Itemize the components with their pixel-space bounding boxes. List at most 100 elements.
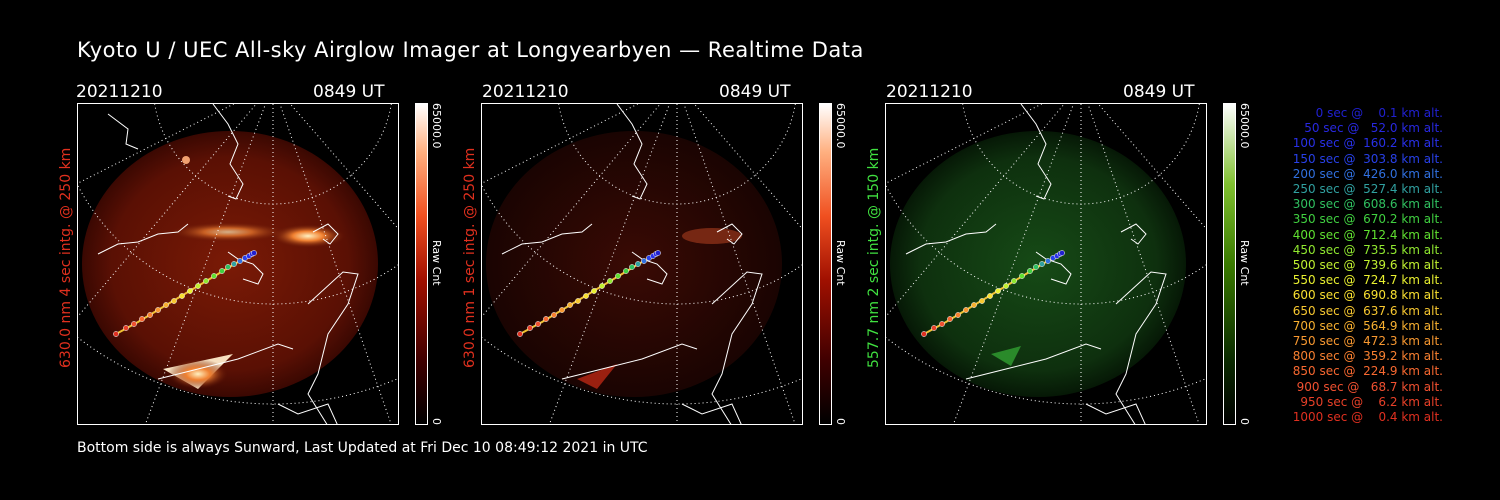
legend-item: 700 sec @ 564.9 km alt.: [1288, 318, 1443, 333]
trajectory-point: [1003, 283, 1009, 289]
trajectory: [113, 250, 257, 337]
legend-item: 1000 sec @ 0.4 km alt.: [1292, 410, 1443, 425]
panel-2-time: 0849 UT: [719, 82, 791, 102]
trajectory: [517, 250, 661, 337]
trajectory-point: [517, 331, 523, 337]
legend-item: 0 sec @ 0.1 km alt.: [1304, 106, 1443, 120]
trajectory-point: [939, 321, 945, 327]
trajectory-point: [583, 293, 589, 299]
panel-2-colorbar-unit: Raw Cnt: [834, 240, 847, 286]
panel-3-airglow-image: [885, 103, 1207, 425]
legend-item: 650 sec @ 637.6 km alt.: [1288, 303, 1443, 318]
trajectory-point: [195, 283, 201, 289]
panel-1-side-label: 630.0 nm 4 sec intg. @ 250 km: [58, 147, 74, 368]
trajectory-point: [123, 325, 129, 331]
trajectory-point: [113, 331, 119, 337]
trajectory-point: [931, 325, 937, 331]
trajectory-point: [237, 258, 243, 264]
trajectory-point: [599, 283, 605, 289]
panel-1-date: 20211210: [76, 82, 163, 102]
trajectory-point: [995, 288, 1001, 294]
trajectory-point: [955, 312, 961, 318]
trajectory-point: [615, 273, 621, 279]
panel-3-date: 20211210: [886, 82, 973, 102]
panel-1-map: [78, 104, 398, 424]
trajectory-point: [551, 312, 557, 318]
panel-3-colorbar-min: 0: [1238, 418, 1251, 425]
trajectory-point: [971, 302, 977, 308]
trajectory-point: [147, 312, 153, 318]
legend-item: 100 sec @ 160.2 km alt.: [1288, 136, 1443, 151]
trajectory-point: [1059, 250, 1065, 256]
trajectory-legend: 0 sec @ 0.1 km alt. 50 sec @ 52.0 km alt…: [1258, 106, 1443, 425]
trajectory-point: [527, 325, 533, 331]
legend-item: 850 sec @ 224.9 km alt.: [1288, 364, 1443, 379]
trajectory-point: [1027, 268, 1033, 274]
legend-item: 350 sec @ 670.2 km alt.: [1288, 212, 1443, 227]
panel-1-colorbar-max: 65000.0: [430, 103, 443, 149]
panel-2-map: [482, 104, 802, 424]
panel-1-airglow-image: [77, 103, 399, 425]
legend-item: 800 sec @ 359.2 km alt.: [1288, 349, 1443, 364]
legend-item: 950 sec @ 6.2 km alt.: [1296, 394, 1443, 409]
trajectory-point: [1033, 264, 1039, 270]
trajectory-point: [635, 261, 641, 267]
panel-2-date: 20211210: [482, 82, 569, 102]
trajectory-point: [559, 307, 565, 313]
trajectory-point: [1045, 258, 1051, 264]
trajectory-point: [1011, 278, 1017, 284]
panel-1-colorbar-min: 0: [430, 418, 443, 425]
trajectory-point: [171, 298, 177, 304]
trajectory-point: [947, 316, 953, 322]
trajectory-point: [155, 307, 161, 313]
trajectory-point: [963, 307, 969, 313]
panel-3-side-label: 557.7 nm 2 sec intg. @ 150 km: [866, 147, 882, 368]
trajectory-point: [187, 288, 193, 294]
panel-2-colorbar-min: 0: [834, 418, 847, 425]
legend-item: 150 sec @ 303.8 km alt.: [1288, 151, 1443, 166]
legend-item: 900 sec @ 68.7 km alt.: [1292, 379, 1443, 394]
legend-item: 400 sec @ 712.4 km alt.: [1288, 227, 1443, 242]
panel-2-airglow-image: [481, 103, 803, 425]
panel-3-time: 0849 UT: [1123, 82, 1195, 102]
trajectory-point: [139, 316, 145, 322]
trajectory: [921, 250, 1065, 337]
legend-item: 250 sec @ 527.4 km alt.: [1288, 182, 1443, 197]
trajectory-point: [1019, 273, 1025, 279]
legend-item: 200 sec @ 426.0 km alt.: [1288, 166, 1443, 181]
panel-2-colorbar-max: 65000.0: [834, 103, 847, 149]
trajectory-point: [219, 268, 225, 274]
trajectory-point: [163, 302, 169, 308]
trajectory-point: [203, 278, 209, 284]
legend-item: 500 sec @ 739.6 km alt.: [1288, 258, 1443, 273]
trajectory-point: [591, 288, 597, 294]
trajectory-point: [1039, 261, 1045, 267]
panel-1-colorbar: [415, 103, 428, 425]
trajectory-point: [979, 298, 985, 304]
panel-2-side-label: 630.0 nm 1 sec intg. @ 250 km: [462, 147, 478, 368]
trajectory-point: [607, 278, 613, 284]
legend-item: 450 sec @ 735.5 km alt.: [1288, 242, 1443, 257]
panel-2-colorbar: [819, 103, 832, 425]
trajectory-point: [211, 273, 217, 279]
legend-item: 600 sec @ 690.8 km alt.: [1288, 288, 1443, 303]
trajectory-point: [655, 250, 661, 256]
trajectory-point: [623, 268, 629, 274]
page-title: Kyoto U / UEC All-sky Airglow Imager at …: [77, 38, 864, 62]
panel-3-map: [886, 104, 1206, 424]
panel-1-time: 0849 UT: [313, 82, 385, 102]
trajectory-point: [567, 302, 573, 308]
footer-note: Bottom side is always Sunward, Last Upda…: [77, 440, 648, 456]
trajectory-point: [543, 316, 549, 322]
panel-3-colorbar: [1223, 103, 1236, 425]
panel-1-colorbar-unit: Raw Cnt: [430, 240, 443, 286]
legend-item: 300 sec @ 608.6 km alt.: [1288, 197, 1443, 212]
trajectory-point: [629, 264, 635, 270]
panel-3-colorbar-unit: Raw Cnt: [1238, 240, 1251, 286]
trajectory-point: [535, 321, 541, 327]
trajectory-point: [131, 321, 137, 327]
trajectory-point: [231, 261, 237, 267]
trajectory-point: [179, 293, 185, 299]
trajectory-point: [921, 331, 927, 337]
trajectory-point: [987, 293, 993, 299]
